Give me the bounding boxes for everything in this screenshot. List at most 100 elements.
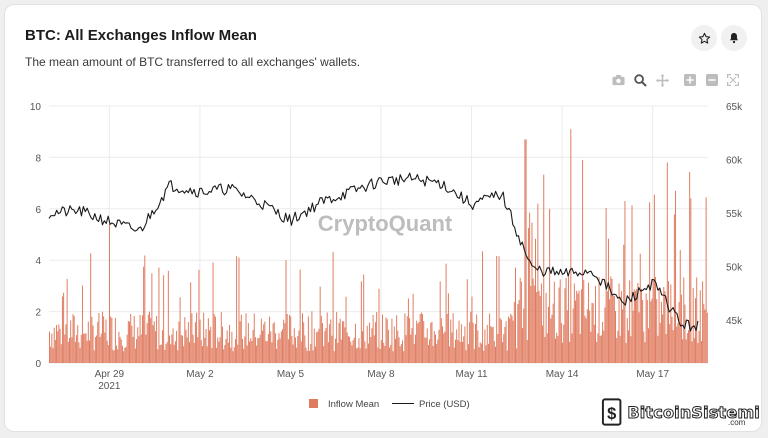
inflow-bar — [117, 349, 119, 363]
inflow-bar — [362, 331, 364, 363]
price-line-group — [48, 172, 699, 332]
inflow-bar — [229, 324, 231, 363]
inflow-bar — [130, 314, 132, 363]
zoom-out-icon[interactable] — [704, 72, 720, 88]
chart-subtitle: The mean amount of BTC transferred to al… — [25, 55, 361, 69]
inflow-bar — [131, 325, 133, 363]
inflow-bar — [493, 340, 495, 363]
inflow-bar — [644, 342, 646, 363]
inflow-bar — [460, 324, 462, 363]
inflow-bar — [459, 341, 461, 363]
inflow-bar — [139, 314, 141, 363]
watermark-cryptoquant: CryptoQuant — [318, 211, 453, 236]
inflow-bar — [672, 330, 674, 363]
inflow-bar — [407, 298, 409, 363]
inflow-bar — [405, 335, 407, 363]
inflow-bar — [80, 334, 82, 363]
inflow-bar — [684, 304, 686, 363]
inflow-bar — [660, 301, 662, 363]
inflow-bar — [603, 330, 605, 363]
inflow-bar — [687, 330, 689, 363]
inflow-bar — [622, 309, 624, 363]
inflow-bar — [150, 318, 152, 363]
inflow-bar — [604, 307, 606, 363]
inflow-bar — [194, 322, 196, 363]
favorite-button[interactable] — [691, 25, 717, 51]
inflow-bar — [245, 313, 247, 363]
inflow-bar — [225, 338, 227, 363]
inflow-bar — [243, 348, 245, 363]
inflow-bar — [639, 253, 641, 363]
inflow-bar — [453, 347, 455, 363]
inflow-bar — [613, 295, 615, 363]
inflow-bar — [646, 299, 648, 363]
inflow-bar — [446, 313, 448, 363]
inflow-bar — [538, 290, 540, 363]
pan-icon[interactable] — [654, 72, 670, 88]
inflow-bar — [703, 303, 705, 363]
inflow-bar — [420, 312, 422, 363]
inflow-bar — [416, 320, 418, 363]
inflow-bar — [552, 303, 554, 363]
inflow-bar — [431, 321, 433, 363]
inflow-bar — [238, 257, 240, 363]
inflow-bar — [274, 333, 276, 363]
legend-item-inflow[interactable]: Inflow Mean — [309, 399, 379, 410]
inflow-bar — [419, 314, 421, 363]
inflow-bar — [438, 329, 440, 363]
inflow-bar — [502, 342, 504, 363]
inflow-bar — [192, 334, 194, 363]
inflow-bar — [172, 328, 174, 363]
camera-icon[interactable] — [611, 72, 627, 88]
inflow-bar — [704, 309, 706, 363]
inflow-bar — [696, 277, 698, 363]
inflow-bar — [444, 331, 446, 363]
inflow-bar — [559, 279, 561, 363]
inflow-bar — [247, 322, 249, 363]
inflow-bar — [177, 350, 179, 363]
inflow-bar — [266, 341, 268, 363]
y-left-tick-label: 0 — [35, 359, 41, 370]
inflow-bar — [414, 334, 416, 363]
inflow-bar — [258, 338, 260, 363]
inflow-bar — [159, 345, 161, 363]
inflow-bar — [197, 337, 199, 363]
inflow-bar — [153, 321, 155, 363]
inflow-bar — [679, 249, 681, 363]
autoscale-icon[interactable] — [725, 72, 741, 88]
y-right-tick-label: 65k — [726, 102, 743, 113]
inflow-bar — [567, 276, 569, 363]
inflow-bar — [367, 343, 369, 363]
inflow-bar — [402, 340, 404, 363]
legend-item-price[interactable]: Price (USD) — [392, 399, 470, 410]
inflow-bar — [337, 342, 339, 363]
inflow-bar — [262, 330, 263, 363]
inflow-bar — [176, 330, 178, 363]
price-line — [48, 172, 699, 332]
inflow-bar — [174, 341, 176, 363]
inflow-bar — [193, 342, 195, 363]
inflow-bar — [143, 266, 145, 363]
inflow-bar — [451, 332, 453, 363]
alert-button[interactable] — [721, 25, 747, 51]
inflow-bar — [289, 314, 291, 363]
inflow-bar — [121, 345, 123, 363]
zoom-icon[interactable] — [633, 72, 649, 88]
inflow-bar — [562, 342, 564, 363]
inflow-bar — [219, 337, 221, 363]
inflow-bar — [394, 338, 396, 363]
y-left-tick-label: 8 — [35, 153, 41, 164]
inflow-bar — [347, 336, 349, 363]
inflow-bar — [283, 319, 285, 363]
inflow-bar — [340, 339, 342, 363]
inflow-bar — [577, 293, 579, 363]
inflow-bar — [63, 292, 65, 363]
inflow-bar — [457, 340, 459, 363]
inflow-bar — [160, 344, 162, 363]
inflow-bar — [310, 343, 312, 363]
zoom-in-icon[interactable] — [682, 72, 698, 88]
inflow-bar — [302, 313, 303, 363]
inflow-bar — [576, 290, 578, 363]
inflow-bar — [535, 238, 536, 363]
inflow-bar — [391, 318, 393, 363]
